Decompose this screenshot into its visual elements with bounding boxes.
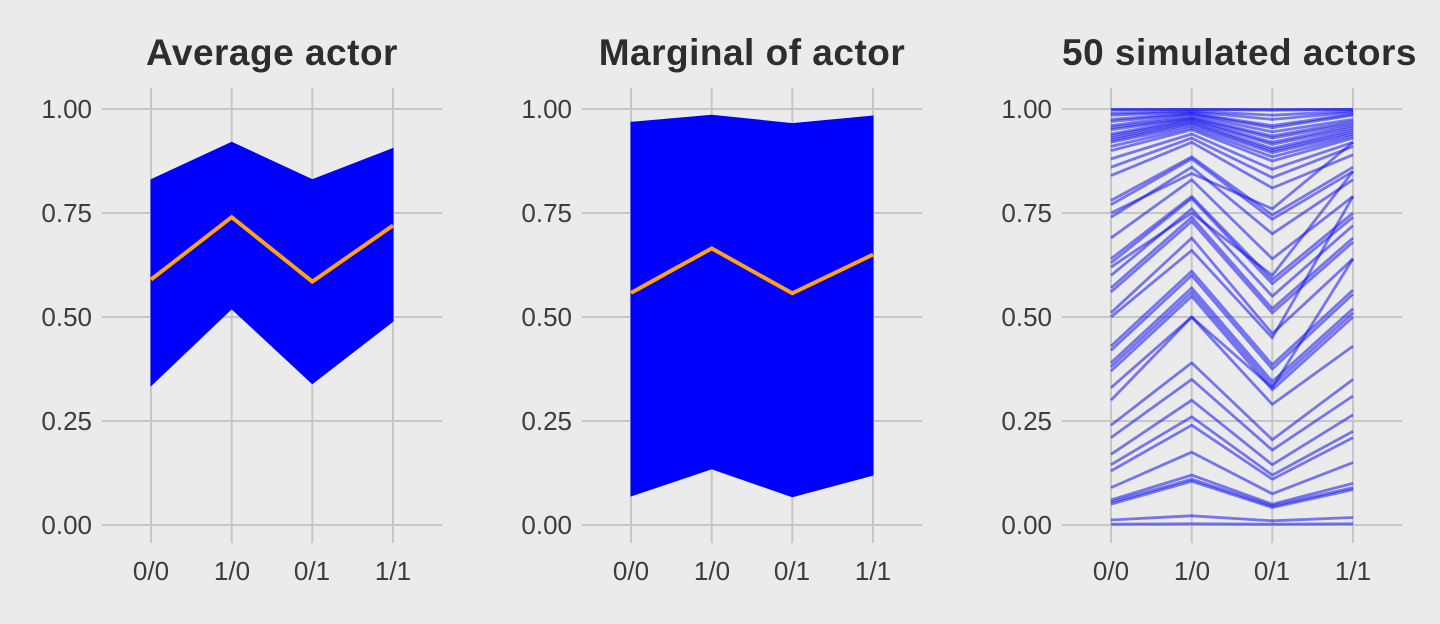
x-tick-label: 0/0 [1092,556,1130,586]
x-tick-label: 0/0 [132,556,170,586]
panel-marginal-of-actor: Marginal of actor 1.00 0.75 0.50 0.25 0.… [480,0,960,624]
y-tick-label: 0.25 [1001,406,1052,436]
y-tick-label: 1.00 [521,94,572,124]
x-tick-label: 0/1 [1253,556,1291,586]
y-tick-label: 0.00 [1001,510,1052,540]
y-tick-label: 0.50 [521,302,572,332]
marginal-of-actor-plot-canvas [582,88,922,543]
x-tick-label: 1/1 [374,556,412,586]
x-tick-label: 1/1 [1334,556,1372,586]
y-tick-label: 0.75 [1001,198,1052,228]
y-tick-label: 0.25 [521,406,572,436]
y-tick-label: 0.75 [521,198,572,228]
y-tick-label: 0.00 [41,510,92,540]
x-tick-label: 1/0 [693,556,731,586]
y-tick-label: 1.00 [1001,94,1052,124]
y-tick-label: 0.00 [521,510,572,540]
x-tick-label: 0/0 [612,556,650,586]
y-tick-label: 1.00 [41,94,92,124]
x-tick-label: 0/1 [293,556,331,586]
y-tick-label: 0.50 [41,302,92,332]
x-tick-label: 1/1 [854,556,892,586]
x-tick-label: 0/1 [773,556,811,586]
x-tick-label: 1/0 [1173,556,1211,586]
panel-50-simulated-actors: 50 simulated actors 1.00 0.75 0.50 0.25 … [960,0,1440,624]
y-tick-label: 0.75 [41,198,92,228]
y-tick-label: 0.50 [1001,302,1052,332]
average-actor-plot-canvas [102,88,442,543]
x-tick-label: 1/0 [213,556,251,586]
simulated-actors-plot-canvas [1062,88,1402,543]
panel-title: Average actor [146,32,398,73]
panel-title: Marginal of actor [598,32,906,73]
y-tick-label: 0.25 [41,406,92,436]
panel-average-actor: Average actor 1.00 0.75 0.50 0.25 0.00 0… [0,0,480,624]
panel-title: 50 simulated actors [1062,32,1417,73]
